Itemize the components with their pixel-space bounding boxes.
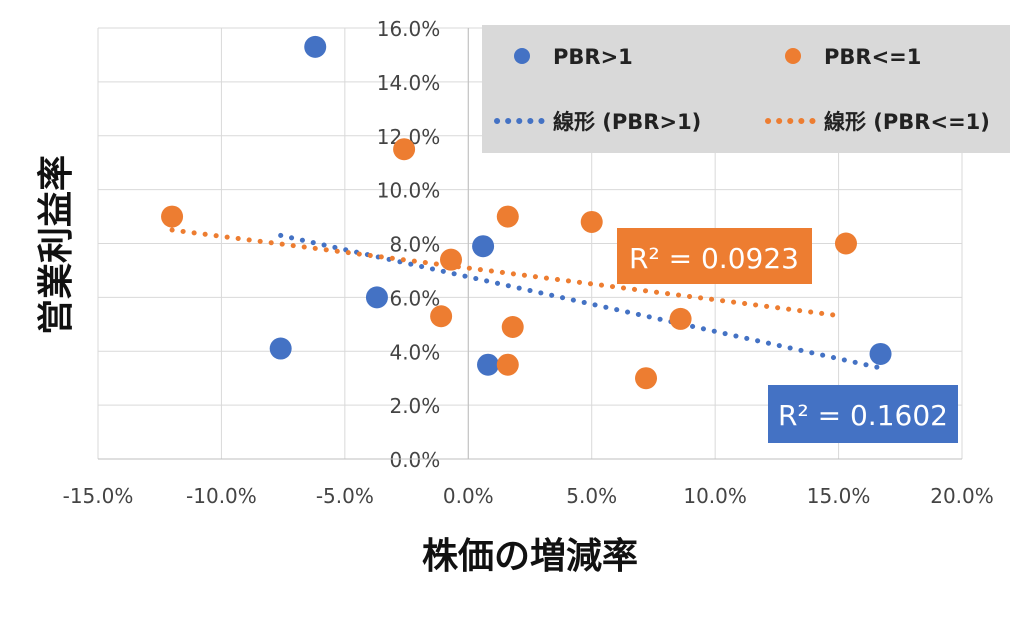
x-tick-label: 0.0% [443,484,494,508]
r2-label-pbr-gt1: R² = 0.1602 [768,385,958,443]
y-tick-label: 4.0% [389,340,440,364]
axes: -15.0% -10.0% -5.0% 0.0% 5.0% 10.0% 15.0% 20.0%… [63,17,994,508]
y-tick-label: 16.0% [377,17,441,41]
point-pbr-gt1 [269,337,292,360]
r2-text-pbr-le1: R² = 0.0923 [629,242,799,275]
legend: PBR>1 PBR<=1 線形 (PBR>1) 線形 (PBR<=1) [482,25,1010,153]
legend-label-pbr-le1: PBR<=1 [824,45,921,69]
point-pbr-le1 [635,367,658,390]
point-pbr-le1 [393,138,416,161]
x-tick-label: 20.0% [930,484,994,508]
point-pbr-le1 [496,353,519,376]
point-pbr-gt1 [365,286,388,309]
trendlines [169,227,881,370]
point-pbr-le1 [501,316,524,339]
x-tick-label: 15.0% [807,484,871,508]
y-tick-label: 0.0% [389,448,440,472]
x-tick-label: 10.0% [683,484,747,508]
r2-text-pbr-gt1: R² = 0.1602 [778,399,948,432]
x-axis-title: 株価の増減率 [422,536,638,577]
x-tick-label: 5.0% [566,484,617,508]
point-pbr-gt1 [869,342,892,365]
trendline-pbr-le1 [169,227,847,319]
y-axis-title: 営業利益率 [36,155,77,335]
x-tick-label: -5.0% [316,484,374,508]
y-tick-label: 10.0% [377,179,441,203]
point-pbr-le1 [496,205,519,228]
point-pbr-gt1 [304,35,327,58]
point-pbr-gt1 [472,235,495,258]
point-pbr-le1 [580,210,603,233]
y-tick-label: 6.0% [389,286,440,310]
legend-label-pbr-gt1: PBR>1 [553,45,633,69]
data-points [161,35,892,390]
y-tick-label: 8.0% [389,233,440,257]
y-tick-label: 2.0% [389,394,440,418]
legend-label-trend-pbr-le1: 線形 (PBR<=1) [824,110,990,134]
r2-box-pbr-gt1 [768,385,958,443]
point-pbr-gt1 [477,353,500,376]
point-pbr-le1 [669,307,692,330]
legend-label-trend-pbr-gt1: 線形 (PBR>1) [553,110,701,134]
y-tick-label: 14.0% [377,71,441,95]
r2-label-pbr-le1: R² = 0.0923 [617,228,812,284]
legend-marker-pbr-le1 [785,48,801,64]
point-pbr-le1 [440,248,463,271]
legend-background [482,25,1010,153]
legend-marker-pbr-gt1 [514,48,530,64]
point-pbr-le1 [834,232,857,255]
x-tick-label: -10.0% [186,484,257,508]
point-pbr-le1 [430,305,453,328]
r2-box-pbr-le1 [617,228,812,284]
x-tick-label: -15.0% [63,484,134,508]
point-pbr-le1 [161,205,184,228]
